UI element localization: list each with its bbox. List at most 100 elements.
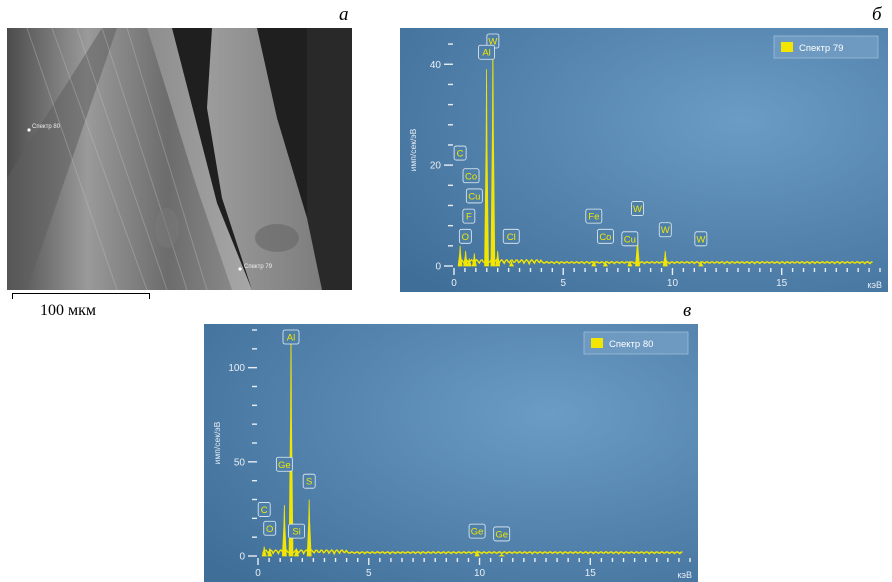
spectrum-peak — [508, 260, 515, 267]
svg-text:Ge: Ge — [278, 460, 291, 471]
x-axis-label: кэВ — [677, 570, 692, 580]
spectrum-peak — [627, 260, 633, 267]
spectrum-peak — [495, 250, 501, 267]
spectrum-peak — [484, 69, 489, 267]
panel-label-b: б — [872, 4, 882, 25]
spectrum-plot-svg: 0 50 100 0 5 10 15 имп/сек/эВ кэВ Al Ge S CO Si Ge Ge Сп… — [204, 324, 698, 582]
spectrum-peak — [602, 260, 609, 267]
legend-label: Спектр 80 — [609, 339, 653, 350]
svg-text:O: O — [462, 232, 469, 243]
x-tick-label: 10 — [474, 568, 486, 579]
spectrum-peak — [306, 499, 312, 557]
peak-label: S — [302, 473, 316, 489]
svg-text:Cu: Cu — [624, 234, 636, 245]
x-axis-label: кэВ — [867, 280, 882, 290]
sem-label-spectrum-80: Спектр 80 — [32, 124, 61, 130]
svg-text:W: W — [696, 234, 705, 245]
y-axis-label: имп/сек/эВ — [408, 128, 418, 171]
y-tick-label: 20 — [430, 161, 442, 172]
peak-label: W — [486, 33, 500, 49]
spectrum-peak — [662, 250, 668, 267]
svg-text:Co: Co — [465, 171, 477, 182]
y-axis-label: имп/сек/эВ — [212, 421, 222, 464]
peak-label: C — [257, 502, 271, 517]
svg-text:Cl: Cl — [507, 232, 516, 243]
panel-label-a: a — [339, 4, 349, 25]
spectrum-peak — [591, 260, 597, 267]
peak-label: F — [462, 208, 476, 224]
sem-label-spectrum-79: Спектр 79 — [244, 264, 273, 270]
spectrum-peak — [294, 548, 300, 557]
spectrum-peak — [261, 546, 267, 557]
spectrum-chart-79: 0 20 40 0 5 10 15 имп/сек/эВ кэВ W Al C Co Cu F O Cl Fe Co… — [400, 28, 888, 292]
svg-text:Al: Al — [287, 333, 295, 344]
spectrum-peak — [466, 258, 472, 267]
peak-label: Cu — [465, 188, 483, 204]
svg-text:Cu: Cu — [468, 191, 480, 202]
spectrum-peak — [471, 253, 477, 267]
legend-swatch — [591, 338, 603, 348]
spectrum-peak — [288, 329, 294, 557]
peak-label: Cu — [621, 231, 639, 247]
peak-label: O — [458, 228, 472, 244]
svg-text:O: O — [266, 524, 273, 535]
spectrum-peak — [281, 505, 287, 557]
peak-label: C — [453, 145, 467, 161]
peak-label: Co — [596, 228, 614, 244]
svg-text:Ge: Ge — [495, 529, 508, 540]
y-tick-label: 100 — [228, 363, 245, 374]
svg-text:S: S — [306, 477, 312, 488]
legend-label: Спектр 79 — [799, 43, 843, 54]
svg-text:W: W — [488, 37, 497, 48]
svg-text:F: F — [466, 212, 472, 223]
spectrum-peak — [463, 250, 469, 267]
legend: Спектр 80 — [583, 331, 689, 355]
plot-background — [204, 324, 698, 582]
spectrum-baseline — [262, 549, 683, 556]
peak-label: W — [694, 231, 708, 247]
legend-swatch — [781, 42, 793, 52]
spectrum-peak — [498, 553, 506, 557]
peak-label: Al — [478, 44, 495, 60]
peak-label: Ge — [468, 523, 486, 539]
peak-label: Ge — [493, 526, 511, 542]
spectrum-peak — [267, 548, 273, 557]
scale-bar — [12, 293, 150, 299]
spectrum-peak — [698, 260, 704, 267]
svg-text:Al: Al — [482, 48, 490, 59]
svg-text:C: C — [457, 149, 464, 160]
peak-label: Fe — [585, 208, 603, 224]
svg-text:C: C — [261, 505, 268, 516]
svg-text:Fe: Fe — [588, 212, 599, 223]
svg-text:W: W — [633, 204, 642, 215]
spectrum-peak — [457, 245, 463, 267]
spectrum-peak — [490, 39, 496, 267]
spectrum-peak — [474, 550, 480, 557]
x-tick-label: 15 — [585, 568, 597, 579]
svg-text:W: W — [661, 225, 670, 236]
scale-bar-label: 100 мкм — [40, 302, 97, 319]
x-tick-label: 5 — [366, 568, 372, 579]
peak-label: Co — [462, 168, 480, 184]
y-tick-label: 0 — [435, 262, 441, 273]
plot-background — [400, 28, 888, 292]
panel-label-c: в — [683, 300, 692, 321]
peak-label: Ge — [275, 456, 293, 472]
y-tick-label: 0 — [239, 552, 245, 563]
peak-label: W — [631, 201, 644, 216]
peak-label: Cl — [502, 228, 520, 244]
peak-label: W — [658, 222, 672, 238]
svg-text:Si: Si — [292, 527, 300, 538]
svg-text:Co: Co — [599, 232, 611, 243]
y-tick-label: 50 — [234, 457, 246, 468]
spectrum-chart-80: 0 50 100 0 5 10 15 имп/сек/эВ кэВ Al Ge S C O Si Ge Ge Сп… — [204, 324, 698, 582]
x-tick-label: 15 — [776, 278, 788, 289]
legend: Спектр 79 — [773, 35, 879, 59]
y-tick-label: 40 — [430, 60, 442, 71]
sem-micrograph: Спектр 80 Спектр 79 — [7, 28, 352, 290]
x-tick-label: 5 — [560, 278, 566, 289]
x-tick-label: 10 — [667, 278, 679, 289]
x-tick-label: 0 — [255, 568, 261, 579]
x-tick-label: 0 — [451, 278, 457, 289]
